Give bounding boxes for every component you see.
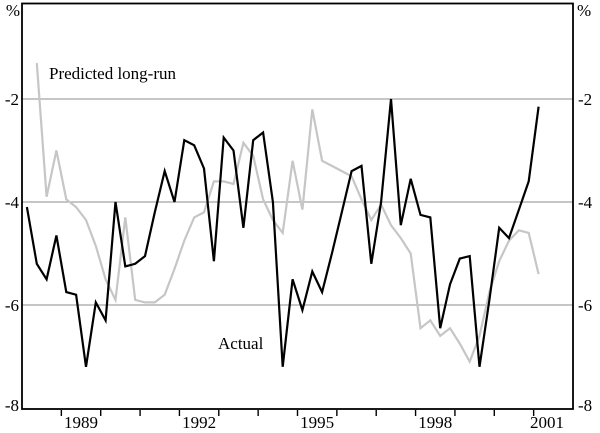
- y-axis-label-left: -8: [5, 396, 19, 415]
- y-axis-label-right: -4: [578, 193, 593, 212]
- series-line-predicted-long-run: [35, 62, 540, 365]
- x-axis-year-label: 1998: [418, 413, 452, 432]
- y-axis-unit-left: %: [5, 1, 20, 20]
- y-axis-label-right: -6: [578, 296, 592, 315]
- y-axis-unit-right: %: [577, 1, 592, 20]
- series-label-actual: Actual: [218, 334, 264, 353]
- y-axis-label-right: -2: [578, 90, 592, 109]
- y-axis-label-left: -4: [5, 193, 20, 212]
- x-axis-year-label: 1992: [182, 413, 216, 432]
- x-axis-year-label: 1989: [64, 413, 98, 432]
- y-axis-label-left: -2: [5, 90, 19, 109]
- y-axis-label-right: -8: [578, 396, 592, 415]
- x-axis-year-label: 2001: [530, 413, 564, 432]
- series-label-predicted-long-run: Predicted long-run: [49, 64, 176, 83]
- plot-frame: [21, 2, 574, 410]
- x-axis-year-label: 1995: [300, 413, 334, 432]
- y-axis-label-left: -6: [5, 296, 19, 315]
- series-line-actual: [25, 98, 540, 367]
